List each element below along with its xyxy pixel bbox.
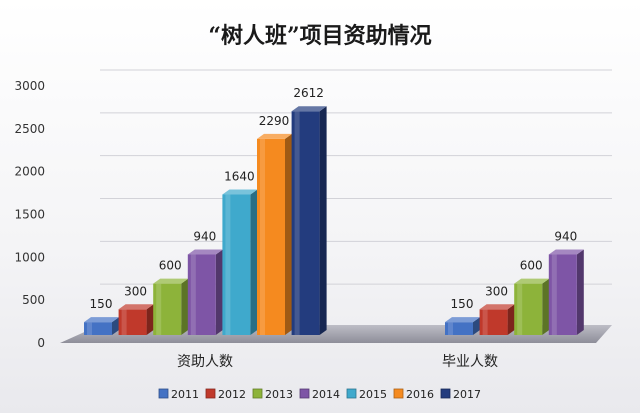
y-tick-label: 500 [22,293,45,307]
data-label: 300 [124,284,147,298]
bar [257,133,292,335]
y-tick-label: 2000 [14,165,45,179]
y-tick-label: 0 [37,336,45,350]
legend-swatch [205,388,216,399]
bar [548,249,584,335]
legend-label: 2017 [453,388,481,401]
legend-swatch [346,388,357,399]
data-label: 1640 [224,170,255,184]
legend-item: 2011 [158,388,199,401]
legend-label: 2014 [312,388,340,401]
y-tick-label: 1000 [14,250,45,264]
legend-label: 2012 [218,388,246,401]
data-label: 600 [159,259,182,273]
x-category-label: 毕业人数 [442,354,498,370]
y-tick-label: 1500 [14,208,45,222]
bar [479,304,515,335]
y-tick-label: 3000 [14,79,45,93]
gridlines [100,69,612,285]
bar [222,189,258,335]
legend-item: 2017 [440,388,481,401]
bars [84,106,584,335]
chart-title: “树人班”项目资助情况 [208,23,431,49]
bar [291,106,327,335]
y-tick-label: 2500 [14,122,45,136]
x-category-label: 资助人数 [177,354,233,370]
data-label: 600 [520,259,543,273]
data-label: 940 [554,229,577,243]
legend-swatch [299,388,310,399]
data-label: 150 [451,297,474,311]
legend-label: 2015 [359,388,387,401]
bar [187,249,223,335]
legend-item: 2013 [252,388,293,401]
legend-item: 2014 [299,388,340,401]
bar [118,304,154,335]
legend-item: 2012 [205,388,246,401]
legend-label: 2011 [171,388,199,401]
legend-swatch [252,388,263,399]
data-label: 2290 [259,114,290,128]
legend-label: 2016 [406,388,434,401]
legend: 2011 2012 2013 2014 2015 2016 2017 [158,388,481,401]
data-label: 150 [90,297,113,311]
y-axis: 0 500 1000 1500 2000 2500 3000 [14,79,45,350]
legend-swatch [158,388,169,399]
x-axis: 资助人数 毕业人数 [177,354,498,370]
bar [84,317,119,335]
data-label: 940 [193,229,216,243]
legend-item: 2015 [346,388,387,401]
legend-swatch [393,388,404,399]
legend-swatch [440,388,451,399]
data-label: 300 [485,284,508,298]
legend-label: 2013 [265,388,293,401]
bar [514,278,550,335]
bar [153,278,189,335]
bar [445,317,480,335]
legend-item: 2016 [393,388,434,401]
data-label: 2612 [293,86,324,100]
